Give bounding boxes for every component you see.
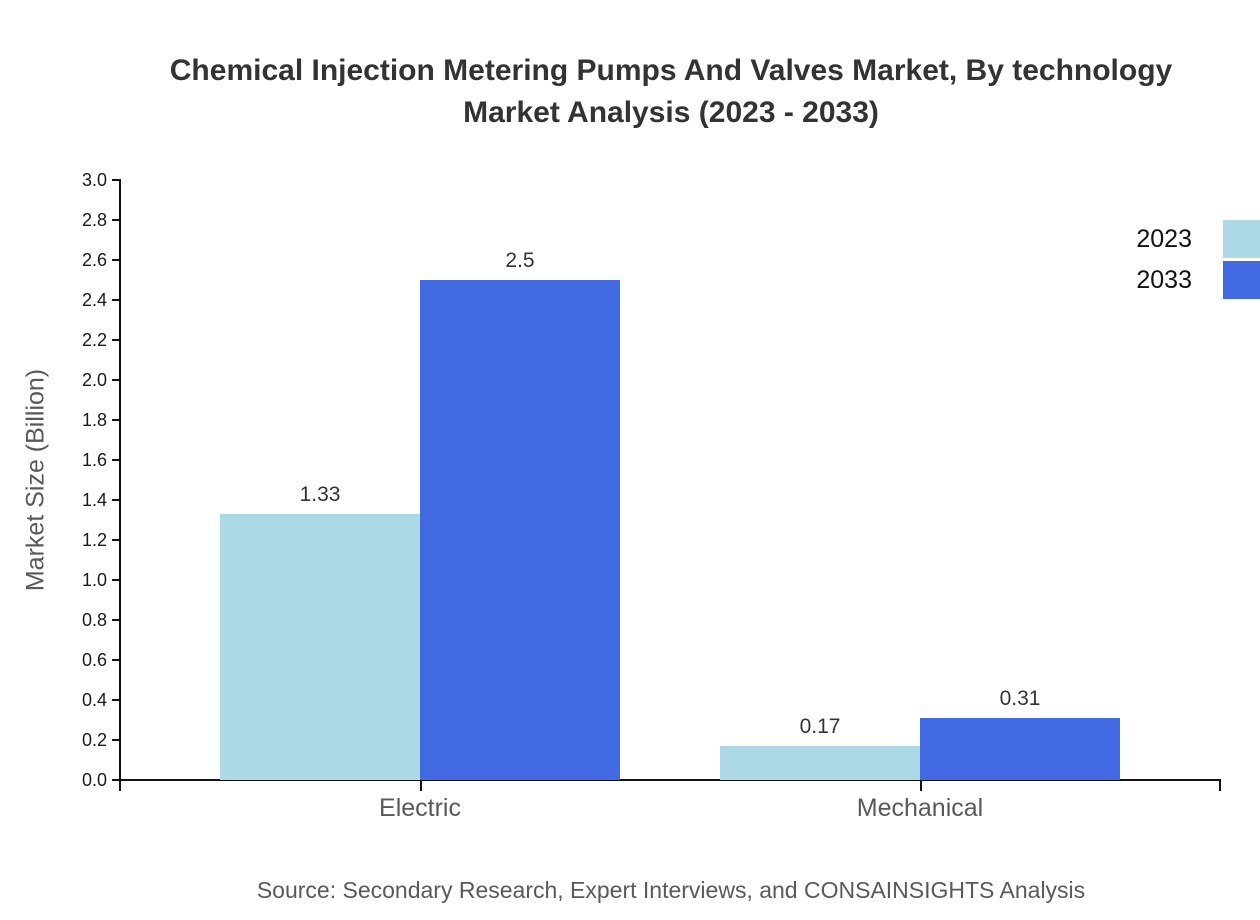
category-label-mechanical: Mechanical bbox=[856, 794, 984, 822]
y-tick-label: 0.0 bbox=[81, 770, 107, 790]
y-tick-mark bbox=[112, 459, 121, 461]
title-line-1: Chemical Injection Metering Pumps And Va… bbox=[169, 54, 1173, 87]
legend-swatch-2023-icon bbox=[1223, 220, 1260, 258]
title-line-2: Market Analysis (2023 - 2033) bbox=[463, 96, 879, 129]
value-label-mechanical-2023: 0.17 bbox=[799, 715, 841, 738]
y-tick-mark bbox=[112, 179, 121, 181]
y-tick-mark bbox=[112, 499, 121, 501]
y-tick-mark bbox=[112, 739, 121, 741]
plot-area: 1.33 0.17 2.5 0.31 bbox=[121, 180, 1221, 780]
legend-item-2033: 2033 bbox=[1073, 261, 1260, 299]
y-tick-mark bbox=[112, 339, 121, 341]
y-tick-mark bbox=[112, 539, 121, 541]
category-label-electric: Electric bbox=[379, 794, 461, 822]
y-tick-label: 1.6 bbox=[81, 450, 107, 470]
bar-electric-2023 bbox=[220, 514, 420, 780]
legend: 2023 2033 bbox=[1073, 220, 1260, 302]
value-label-electric-2023: 1.33 bbox=[299, 483, 341, 506]
x-axis-line bbox=[112, 779, 1221, 781]
legend-label-2033: 2033 bbox=[1136, 265, 1192, 294]
x-tick-mark bbox=[420, 780, 422, 791]
legend-item-2023: 2023 bbox=[1073, 220, 1260, 258]
y-tick-label: 0.8 bbox=[81, 610, 107, 630]
bar-mechanical-2023 bbox=[720, 746, 920, 780]
y-tick-mark bbox=[112, 659, 121, 661]
y-tick-label: 2.4 bbox=[81, 290, 107, 310]
y-tick-label: 0.2 bbox=[81, 730, 107, 750]
y-tick-label: 1.2 bbox=[81, 530, 107, 550]
value-label-mechanical-2033: 0.31 bbox=[999, 687, 1041, 710]
y-tick-label: 0.4 bbox=[81, 690, 107, 710]
y-axis-label: Market Size (Billion) bbox=[21, 368, 50, 592]
y-tick-label: 0.6 bbox=[81, 650, 107, 670]
x-tick-mark bbox=[920, 780, 922, 791]
y-tick-mark bbox=[112, 579, 121, 581]
y-tick-label: 1.8 bbox=[81, 410, 107, 430]
y-tick-label: 2.6 bbox=[81, 250, 107, 270]
y-tick-label: 2.0 bbox=[81, 370, 107, 390]
value-label-electric-2033: 2.5 bbox=[505, 249, 535, 272]
bar-mechanical-2033 bbox=[920, 718, 1120, 780]
y-axis-line bbox=[119, 180, 121, 791]
y-tick-mark bbox=[112, 619, 121, 621]
page-title: Chemical Injection Metering Pumps And Va… bbox=[121, 50, 1221, 134]
y-tick-mark bbox=[112, 379, 121, 381]
y-tick-mark bbox=[112, 699, 121, 701]
legend-label-2023: 2023 bbox=[1136, 224, 1192, 253]
y-tick-mark bbox=[112, 219, 121, 221]
y-tick-mark bbox=[112, 259, 121, 261]
y-tick-label: 2.8 bbox=[81, 210, 107, 230]
y-tick-label: 2.2 bbox=[81, 330, 107, 350]
source-note: Source: Secondary Research, Expert Inter… bbox=[256, 877, 1086, 903]
y-tick-label: 1.0 bbox=[81, 570, 107, 590]
legend-swatch-2033-icon bbox=[1223, 261, 1260, 299]
y-tick-label: 1.4 bbox=[81, 490, 107, 510]
y-tick-mark bbox=[112, 419, 121, 421]
x-tick-mark bbox=[1219, 780, 1221, 791]
bar-electric-2033 bbox=[420, 280, 620, 780]
y-tick-label: 3.0 bbox=[81, 170, 107, 190]
y-tick-mark bbox=[112, 299, 121, 301]
